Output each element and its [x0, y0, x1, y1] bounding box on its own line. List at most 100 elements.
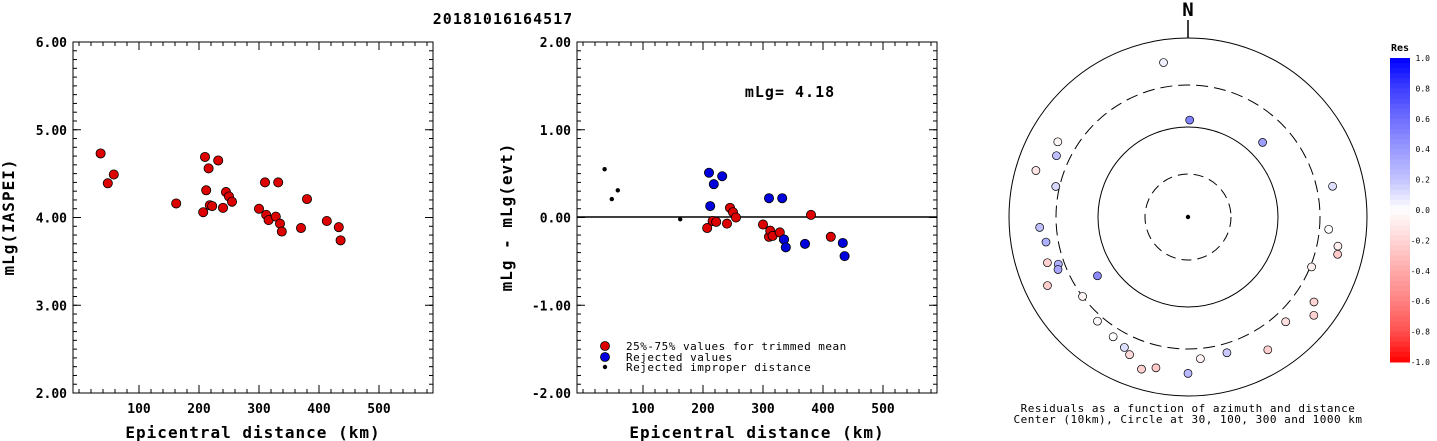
data-point: [708, 179, 719, 190]
colorbar-labels: 1.0 0.8 0.6 0.4 0.2 0.0 -0.2 -0.4 -0.6 -0.8 -1.0: [1411, 54, 1430, 367]
colorbar-swatch: [1390, 134, 1410, 140]
data-point: [217, 202, 228, 213]
colorbar-title: Res: [1391, 43, 1409, 54]
data-point: [731, 212, 742, 223]
station-point: [1035, 223, 1045, 232]
chart-magnitude-vs-distance: 100 200 300 400 500 2.00 3.00 4.00 5.00 6.00 Epi…: [0, 36, 434, 441]
colorbar-swatch: [1390, 159, 1410, 165]
magnitude-annotation: mLg= 4.18: [745, 83, 835, 101]
colorbar-label: -1.0: [1411, 358, 1430, 367]
x-tick-label: 400: [811, 402, 835, 417]
station-point: [1159, 58, 1168, 67]
colorbar-swatch: [1390, 235, 1410, 241]
y-axis-ticks: -2.00 -1.00 0.00 1.00 2.00: [532, 36, 937, 402]
data-point: [295, 223, 306, 234]
x-axis-ticks: 100 200 300 400 500: [582, 42, 932, 417]
y-axis-label: mLg(IASPEI): [0, 159, 18, 276]
y-tick-label: 1.00: [540, 124, 571, 139]
colorbar-swatch: [1390, 311, 1410, 317]
legend-label-trimmed: 25%-75% values for trimmed mean: [626, 340, 847, 353]
colorbar-swatch: [1390, 215, 1410, 221]
data-point: [780, 242, 791, 253]
data-point: [203, 163, 214, 174]
colorbar-label: -0.4: [1411, 267, 1430, 276]
colorbar-label: 0.0: [1416, 206, 1431, 215]
y-tick-label: 5.00: [36, 124, 67, 139]
data-point: [764, 193, 775, 204]
station-point: [1307, 262, 1316, 272]
north-label: N: [1182, 0, 1193, 21]
data-point: [253, 203, 264, 214]
colorbar-swatch: [1390, 194, 1410, 201]
station-point: [1031, 166, 1041, 175]
polar-residual-plot: N Residuals as a function of azimuth and…: [1008, 0, 1368, 426]
colorbar-swatch: [1390, 280, 1410, 287]
data-point: [226, 196, 237, 207]
colorbar-swatch: [1390, 286, 1410, 292]
data-point: [102, 178, 113, 189]
colorbar-swatch: [1390, 189, 1410, 196]
data-point: [777, 193, 788, 204]
colorbar-swatch: [1390, 88, 1410, 94]
data-point: [705, 201, 716, 212]
station-point: [1041, 237, 1051, 247]
y-tick-label: -1.00: [532, 299, 571, 314]
colorbar-swatch: [1390, 316, 1410, 322]
station-point: [1125, 350, 1134, 359]
colorbar-label: -0.2: [1411, 236, 1430, 245]
colorbar-swatch: [1390, 103, 1410, 110]
colorbar-swatch: [1390, 73, 1410, 79]
colorbar-swatch: [1390, 275, 1410, 282]
chart-residual-vs-distance: 100 200 300 400 500 -2.00 -1.00 0.00 1.00 2.00 m…: [497, 36, 938, 441]
station-point: [1263, 345, 1273, 355]
x-tick-label: 100: [127, 402, 151, 417]
y-tick-label: 6.00: [36, 36, 67, 51]
data-point: [678, 217, 683, 222]
data-point: [276, 226, 287, 237]
y-tick-label: 2.00: [540, 36, 571, 51]
x-tick-label: 200: [187, 402, 211, 417]
colorbar-swatch: [1390, 179, 1410, 186]
x-tick-label: 100: [631, 402, 655, 417]
y-tick-label: -2.00: [532, 387, 571, 402]
colorbar-swatch: [1390, 169, 1410, 176]
colorbar-swatch: [1390, 225, 1410, 231]
colorbar-swatch: [1390, 204, 1410, 211]
station-point: [1222, 348, 1232, 358]
station-point: [1043, 258, 1052, 268]
data-points: [95, 148, 346, 246]
legend-label-rejected: Rejected values: [626, 351, 733, 364]
station-point: [1151, 363, 1161, 373]
epicenter-marker: [1185, 214, 1191, 220]
colorbar-swatch: [1390, 346, 1410, 353]
data-point: [321, 216, 332, 227]
data-point: [213, 155, 224, 166]
residual-colorbar: Res 1.0 0.8 0.6 0.4 0.2 0.0 -0.2 -0.4 -0.6 -0.8 -1…: [1390, 43, 1430, 367]
colorbar-swatch: [1390, 184, 1410, 191]
data-point: [95, 148, 106, 159]
colorbar-swatch: [1390, 149, 1410, 155]
figure-title: 20181016164517: [433, 10, 573, 28]
colorbar-swatch: [1390, 199, 1410, 206]
colorbar-swatch: [1390, 78, 1410, 84]
data-point: [201, 185, 212, 196]
y-tick-label: 0.00: [540, 212, 571, 227]
colorbar-swatch: [1390, 63, 1410, 69]
data-point: [199, 151, 210, 162]
colorbar-swatch: [1390, 108, 1410, 115]
station-point: [1120, 343, 1129, 352]
polar-caption-line-2: Center (10km), Circle at 30, 100, 300 an…: [1013, 413, 1362, 426]
y-tick-label: 4.00: [36, 212, 67, 227]
data-point: [301, 194, 312, 205]
ring-30km: [1144, 173, 1232, 261]
colorbar-swatch: [1390, 58, 1410, 64]
colorbar-swatch: [1390, 123, 1410, 130]
data-point: [711, 216, 722, 227]
x-tick-label: 300: [751, 402, 775, 417]
colorbar-swatch: [1390, 250, 1410, 257]
colorbar-swatch: [1390, 296, 1410, 302]
colorbar-swatch: [1390, 356, 1410, 363]
station-point: [1185, 115, 1195, 125]
colorbar-swatch: [1390, 291, 1410, 297]
data-point: [333, 222, 344, 233]
